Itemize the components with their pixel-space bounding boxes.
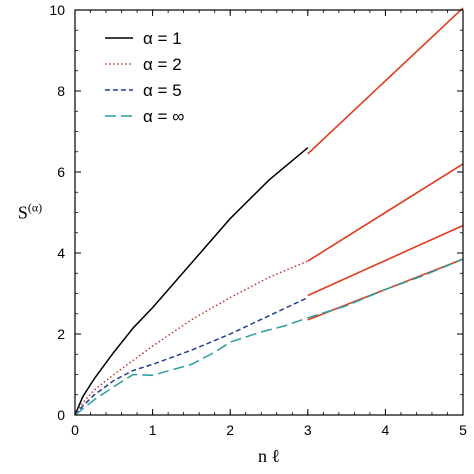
legend-label: α = 1 [143,29,182,48]
fit-line-3 [307,224,464,297]
plot-frame [74,9,464,416]
x-tick-label: 3 [304,422,312,438]
legend-label: α = ∞ [143,107,184,126]
x-tick-label: 4 [382,422,390,438]
x-tick-label: 2 [226,422,234,438]
series-line-3 [74,296,309,416]
fit-line-2 [307,163,464,262]
series-line-2 [74,260,309,416]
axis-ticks: 0 1 2 3 4 5 0 2 4 6 8 10 [49,2,467,438]
y-tick-label: 0 [57,407,65,423]
x-tick-label: 1 [149,422,157,438]
y-tick-label: 4 [57,245,65,261]
y-tick-label: 10 [49,2,65,18]
y-tick-label: 8 [57,83,65,99]
x-axis-label: n ℓ [258,446,280,466]
legend: α = 1 α = 2 α = 5 α = ∞ [105,29,184,126]
x-tick-label: 0 [71,422,79,438]
fit-line-1 [307,7,464,155]
y-tick-label: 6 [57,164,65,180]
series-lines [74,147,464,416]
fit-lines [307,7,464,321]
legend-label: α = 2 [143,55,182,74]
legend-label: α = 5 [143,81,182,100]
x-tick-label: 5 [459,422,467,438]
y-tick-label: 2 [57,326,65,342]
y-axis-label: S(α) [18,201,42,223]
series-line-1 [74,147,309,416]
series-line-4 [74,258,464,416]
